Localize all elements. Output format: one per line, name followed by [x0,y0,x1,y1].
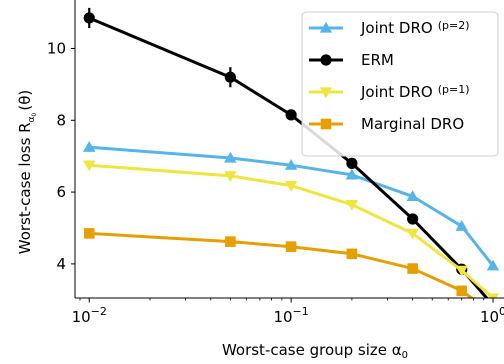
y-tick-label: 8 [56,111,66,129]
x-tick-label: 10−2 [72,305,107,326]
data-point [406,228,419,240]
legend-marker [319,21,333,33]
y-axis-label: Worst-case loss Rα0(θ) [16,90,38,254]
axes: 4 6 8 10 10−2 10−1 100 [47,0,504,326]
data-point [406,190,419,202]
data-point [345,200,359,211]
legend-marker [320,118,332,130]
data-point [455,265,468,277]
data-point [285,109,297,121]
legend: Joint DRO (p=2) ERM Joint DRO (p=1) Marginal … [301,11,499,157]
x-tick-label: 100 [480,305,504,326]
legend-marker [319,87,333,99]
data-point [407,213,419,225]
data-point [83,228,95,239]
data-point [486,293,500,298]
y-tick-label: 4 [56,255,66,273]
data-point [455,219,468,231]
data-point [407,263,418,274]
data-point [224,71,236,83]
data-point [224,171,237,183]
data-point [284,180,298,192]
data-point [346,248,358,260]
y-tick-label: 6 [56,183,66,201]
data-point [285,241,297,252]
data-point [486,259,500,271]
legend-item: ERM [309,51,394,69]
data-point [456,285,468,297]
legend-item: Joint DRO (p=2) [309,19,470,37]
legend-marker [320,54,332,66]
plot-area [83,7,500,298]
y-tick-label: 10 [47,39,66,57]
legend-box [301,11,499,157]
legend-item: Joint DRO (p=1) [309,83,470,101]
legend-label: Joint DRO (p=1) [360,83,470,101]
data-point [346,157,358,169]
data-point [225,236,236,247]
legend-item: Marginal DRO [309,115,464,133]
x-axis-label: Worst-case group size α0 [222,341,408,361]
legend-label: Joint DRO (p=2) [360,19,470,37]
axis-labels: Worst-case group size α0 Worst-case loss… [16,90,408,361]
data-point [83,12,95,24]
x-tick-label: 10−1 [273,305,308,326]
data-point [284,158,298,170]
data-point [345,168,359,180]
data-point [83,160,96,172]
legend-label: Marginal DRO [361,115,464,133]
data-point [224,151,237,163]
legend-label: ERM [361,51,394,69]
data-point [83,141,96,152]
